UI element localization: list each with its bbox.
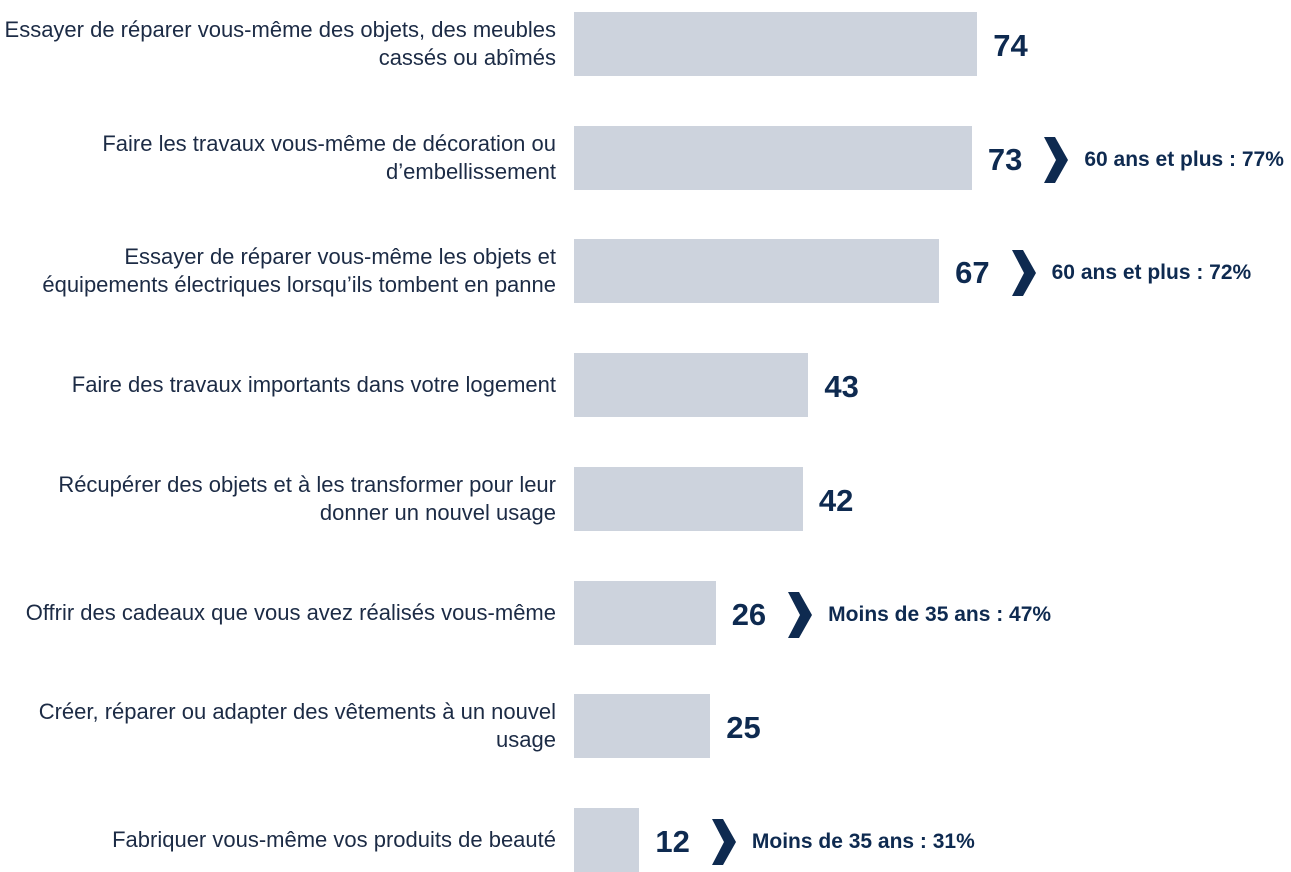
value-label: 74 <box>993 28 1028 63</box>
value-row: 25 <box>726 710 760 746</box>
bar <box>574 239 940 304</box>
chevron-icon <box>788 591 813 638</box>
bar <box>574 807 640 872</box>
value-row: 43 <box>824 369 858 405</box>
annotation: Moins de 35 ans : 31% <box>751 829 975 853</box>
category-label: Essayer de réparer vous-même des objets,… <box>4 17 556 70</box>
bar <box>574 694 711 759</box>
category-label: Faire des travaux importants dans votre … <box>71 372 556 398</box>
chevron <box>1011 250 1036 297</box>
value-label: 25 <box>726 710 761 746</box>
value-label: 43 <box>824 369 859 405</box>
value-row: 74 <box>993 28 1027 64</box>
category-label: Offrir des cadeaux que vous avez réalisé… <box>25 599 556 625</box>
category-label: Fabriquer vous-même vos produits de beau… <box>112 826 556 852</box>
chevron-icon <box>1044 136 1069 183</box>
category-label: Récupérer des objets et à les transforme… <box>58 471 556 525</box>
annotation: Moins de 35 ans : 47% <box>828 602 1052 626</box>
value-label: 12 <box>655 823 690 859</box>
bar <box>574 353 809 418</box>
value-row: 67 60 ans et plus : 72% <box>955 250 1252 297</box>
value-label: 73 <box>987 141 1023 177</box>
chevron-icon <box>711 818 736 865</box>
chevron-icon <box>1011 250 1036 297</box>
category-label: Essayer de réparer vous-même les objets … <box>42 244 556 298</box>
value-row: 73 60 ans et plus : 77% <box>987 136 1284 183</box>
value-row: 26 Moins de 35 ans : 47% <box>731 591 1052 638</box>
bar <box>574 466 803 531</box>
bar <box>574 12 978 76</box>
value-label: 42 <box>818 482 854 518</box>
category-label: Faire les travaux vous-même de décoratio… <box>102 130 556 184</box>
value-label: 67 <box>955 255 990 291</box>
chevron <box>788 591 813 638</box>
value-label: 26 <box>731 596 767 632</box>
annotation: 60 ans et plus : 72% <box>1051 261 1252 285</box>
chevron <box>711 818 736 865</box>
value-row: 12 Moins de 35 ans : 31% <box>655 818 975 865</box>
chevron <box>1044 136 1069 183</box>
bar <box>574 125 972 190</box>
category-label: Créer, réparer ou adapter des vêtements … <box>38 699 556 753</box>
bar <box>574 580 716 645</box>
value-row: 42 <box>819 483 853 519</box>
annotation: 60 ans et plus : 77% <box>1084 147 1284 171</box>
